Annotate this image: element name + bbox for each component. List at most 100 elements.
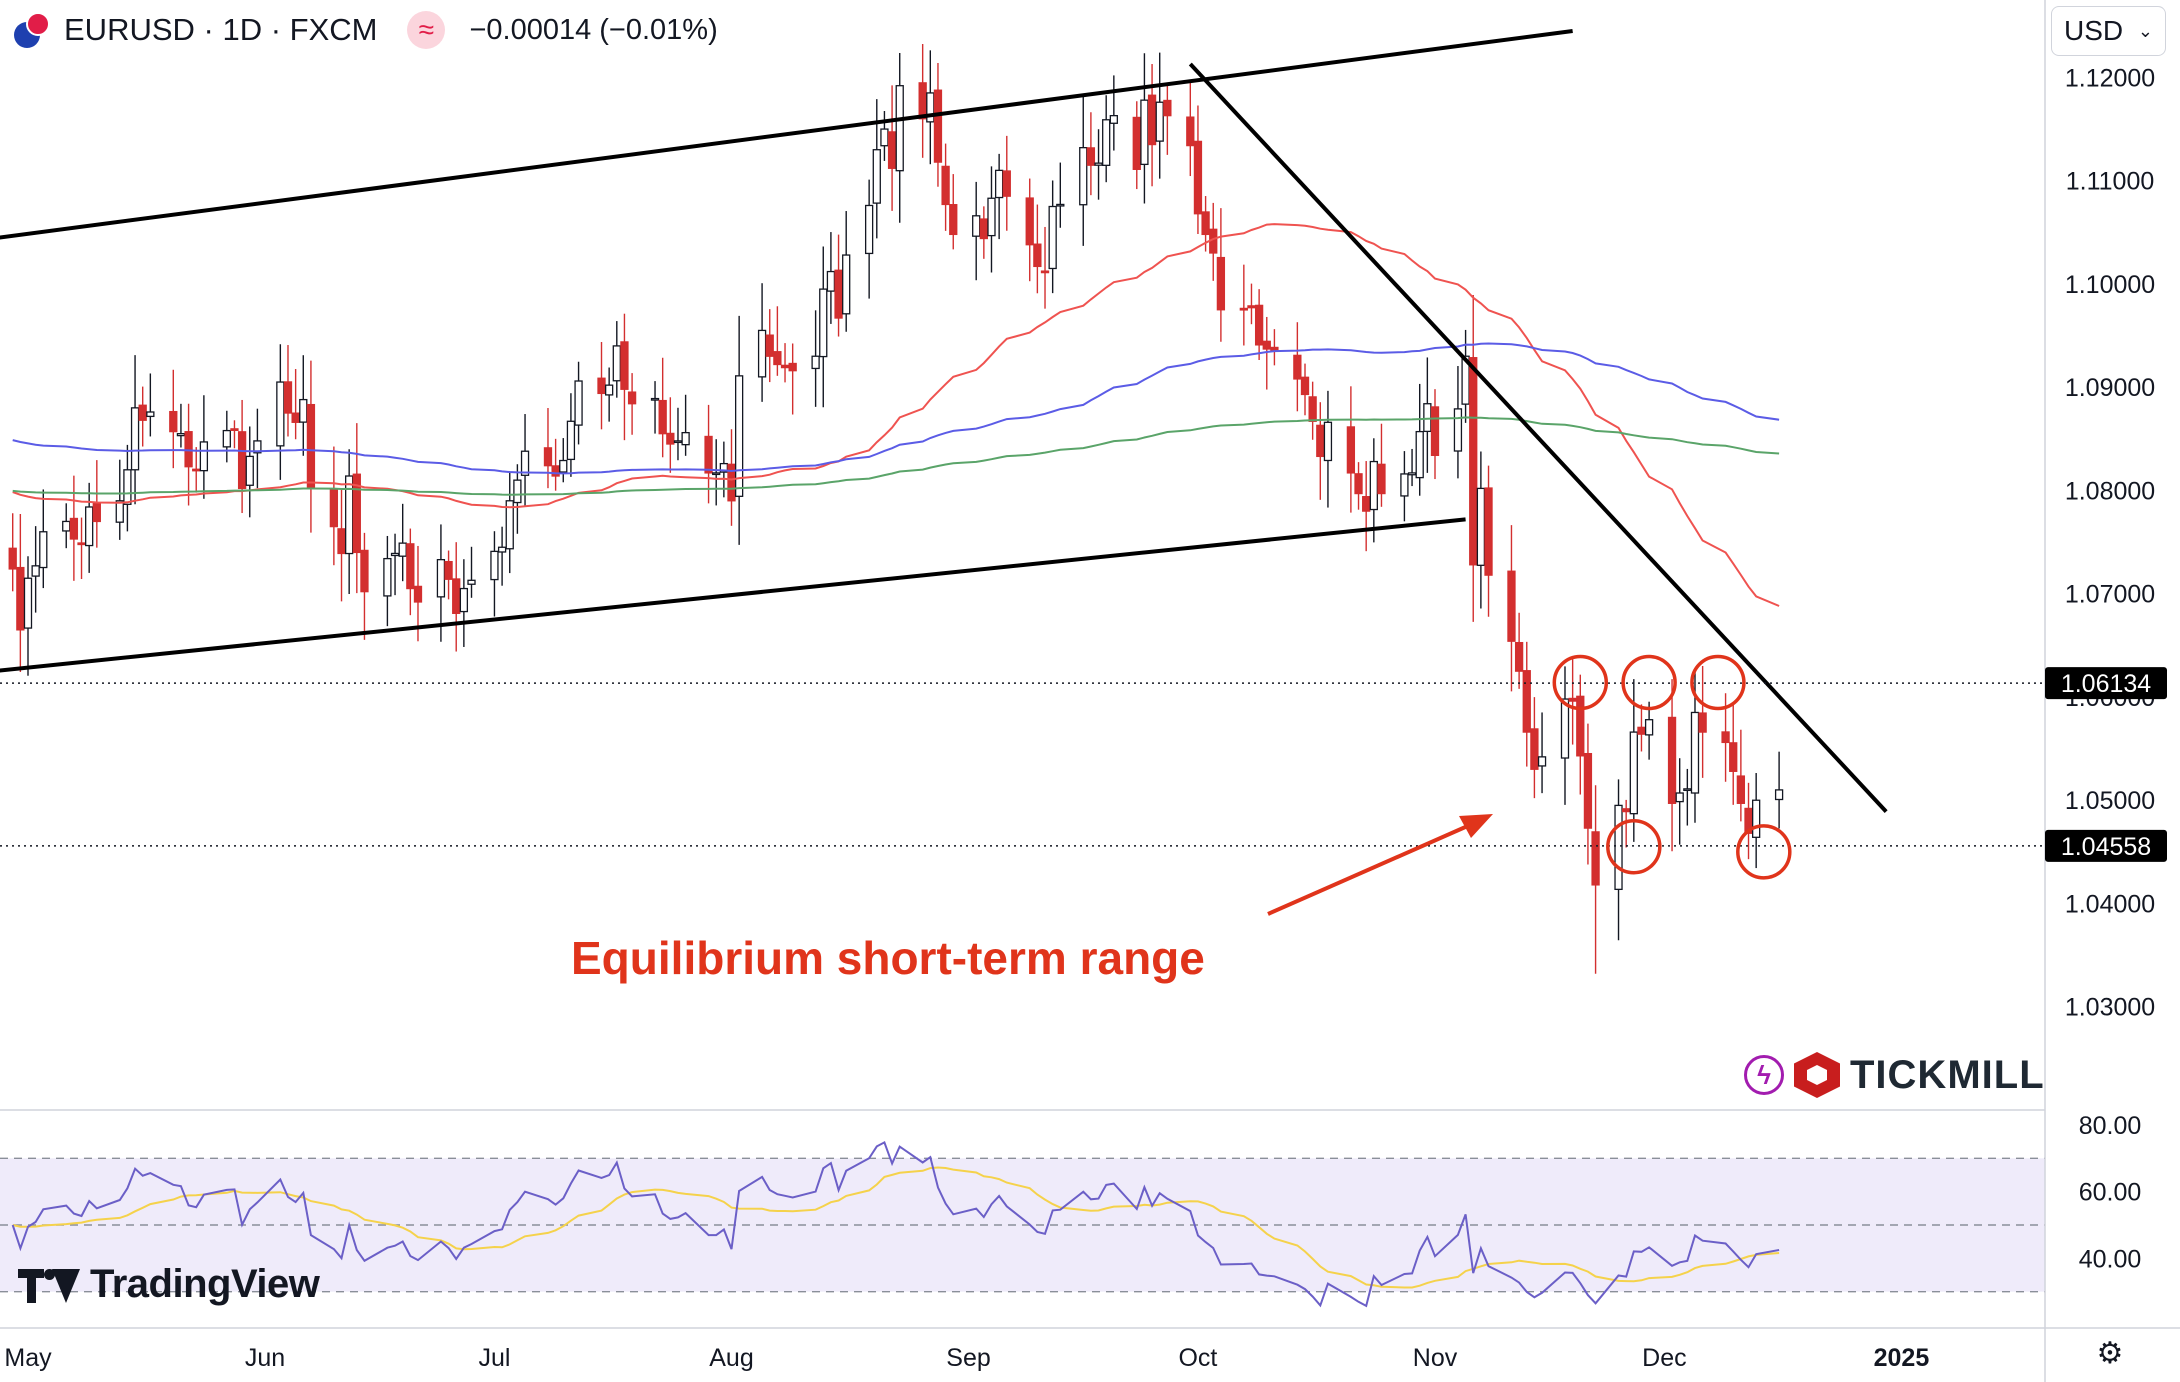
tickmill-text: TICKMILL: [1850, 1052, 2045, 1097]
candle-up: [1079, 147, 1088, 206]
candle-down: [1247, 305, 1256, 309]
candle-down: [230, 428, 239, 432]
time-tick-label: Oct: [1178, 1344, 1217, 1372]
candle-down: [551, 465, 560, 477]
candle-up: [299, 398, 308, 423]
candle-down: [979, 218, 988, 240]
candle-down: [1591, 831, 1600, 886]
price-label-text: 1.06134: [2061, 670, 2151, 698]
candle-down: [406, 543, 415, 590]
annotation-arrow: [1267, 819, 1480, 916]
candle-up: [436, 558, 446, 598]
candle-up: [85, 506, 94, 547]
candle-up: [559, 459, 568, 473]
candle-up: [712, 472, 721, 476]
currency-select[interactable]: USD ⌄: [2051, 6, 2166, 56]
candle-down: [1507, 570, 1516, 642]
candle-up: [383, 557, 392, 597]
candle-down: [1377, 463, 1386, 495]
candle-up: [605, 384, 614, 396]
ma-200-line: [12, 416, 1780, 496]
price-tick-label: 1.11000: [2066, 168, 2155, 196]
time-tick-label: 2025: [1874, 1344, 1930, 1372]
candle-down: [1040, 270, 1050, 274]
candle-down: [1583, 752, 1593, 829]
candle-up: [222, 429, 231, 448]
candle-up: [1102, 119, 1111, 166]
candle-up: [1155, 101, 1164, 142]
candle-up: [842, 254, 851, 315]
candle-up: [253, 440, 262, 454]
candle-down: [1667, 716, 1677, 804]
candle-down: [138, 404, 147, 421]
candle-down: [1430, 406, 1440, 457]
candle-down: [352, 473, 361, 554]
candle-down: [1576, 695, 1585, 757]
price-label-box: [2045, 667, 2167, 700]
candle-up: [994, 169, 1004, 199]
candle-up: [1614, 804, 1623, 891]
candle-down: [1300, 376, 1310, 396]
candle-up: [972, 215, 981, 237]
candle-up: [1109, 114, 1118, 124]
time-tick-label: Aug: [709, 1344, 753, 1372]
candle-up: [1629, 731, 1638, 815]
candle-down: [329, 488, 339, 528]
candle-down: [8, 547, 17, 570]
candle-up: [199, 441, 209, 472]
ma-50-line: [12, 223, 1780, 607]
tradingview-text: TradingView: [90, 1262, 320, 1306]
candles-group: [8, 44, 1784, 974]
candle-up: [880, 128, 889, 147]
candle-down: [627, 391, 637, 405]
trendline: [0, 517, 1466, 673]
approx-icon[interactable]: ≈: [407, 11, 446, 49]
candle-up: [612, 345, 621, 382]
candle-down: [291, 412, 300, 423]
candle-up: [1323, 421, 1333, 462]
candle-up: [123, 469, 132, 505]
candle-up: [1415, 430, 1424, 479]
eu-us-flags-icon: [14, 12, 50, 48]
candle-down: [788, 362, 797, 372]
candle-up: [1476, 487, 1486, 566]
candle-down: [1216, 256, 1226, 311]
candle-down: [666, 432, 675, 445]
candle-down: [69, 517, 79, 540]
candle-down: [1132, 116, 1141, 170]
candle-up: [819, 288, 828, 358]
candle-down: [834, 269, 843, 319]
annotation-text: Equilibrium short-term range: [571, 932, 1205, 984]
candle-up: [23, 577, 33, 629]
candle-down: [887, 131, 897, 169]
candle-up: [176, 433, 186, 437]
rsi-tick-label: 40.00: [2079, 1245, 2142, 1273]
settings-gear-icon[interactable]: ⚙: [2096, 1337, 2124, 1370]
candle-down: [543, 447, 553, 467]
candle-up: [872, 149, 881, 204]
time-tick-label: Jun: [245, 1344, 285, 1372]
price-label-text: 1.04558: [2061, 833, 2151, 861]
candle-up: [673, 440, 683, 444]
price-tick-label: 1.12000: [2065, 64, 2155, 92]
price-tick-label: 1.10000: [2065, 271, 2155, 299]
chart-header: EURUSD · 1D · FXCM ≈ −0.00014 (−0.01%): [14, 8, 718, 52]
symbol-title[interactable]: EURUSD · 1D · FXCM: [64, 12, 378, 47]
annotation-arrowhead: [1459, 814, 1493, 838]
candle-up: [497, 546, 507, 553]
candle-down: [1254, 304, 1264, 346]
price-tick-label: 1.05000: [2065, 787, 2155, 815]
candle-down: [941, 165, 950, 206]
price-tick-label: 1.09000: [2065, 374, 2155, 402]
candle-down: [1637, 726, 1646, 735]
candle-down: [413, 585, 423, 603]
candle-down: [1729, 742, 1738, 772]
candle-up: [1774, 789, 1784, 801]
ma-100-line: [12, 342, 1780, 475]
candle-down: [306, 403, 316, 490]
price-tick-label: 1.07000: [2065, 581, 2155, 609]
candle-up: [39, 531, 48, 569]
currency-value: USD: [2064, 15, 2124, 46]
candle-up: [734, 375, 744, 497]
